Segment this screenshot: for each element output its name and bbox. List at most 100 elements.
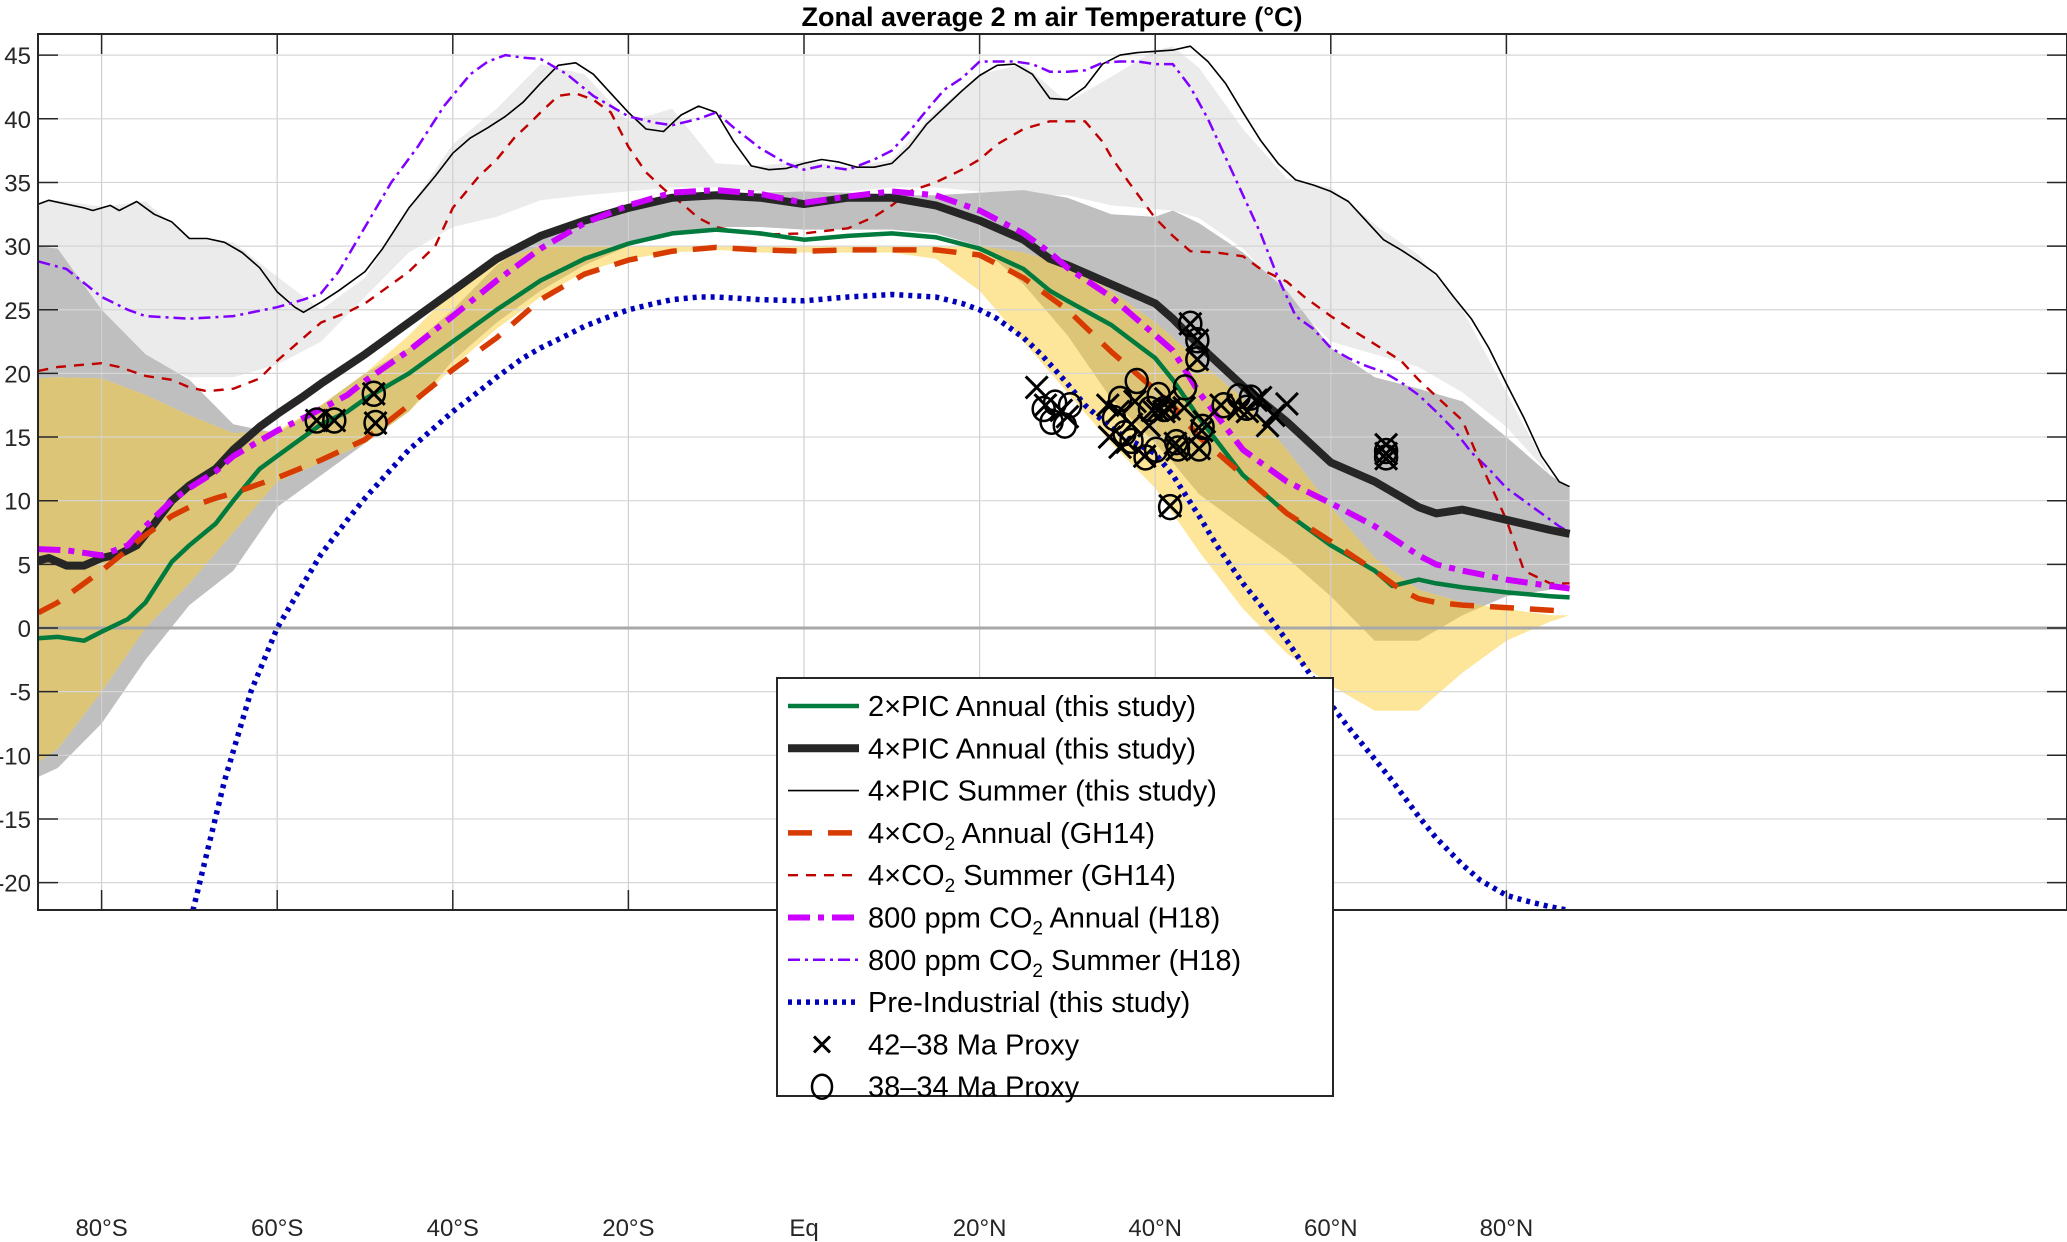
legend-label-part: 2×PIC Annual (this study) [868,691,1196,723]
legend-label: 2×PIC Annual (this study) [868,691,1196,723]
legend-label: 800 ppm CO2 Summer (H18) [868,945,1241,982]
legend-label-part: 4×CO [868,860,945,892]
proxy-marker-x [1178,311,1203,336]
legend-item: 800 ppm CO2 Summer (H18) [788,945,1241,982]
legend-label-part: 4×CO [868,818,945,850]
y-tick-label: -5 [10,680,31,707]
legend-label-part: 2 [945,876,956,897]
proxy-marker-x [1226,396,1251,422]
legend-label-part: 2 [1032,919,1043,940]
legend-item: 42–38 Ma Proxy [812,1029,1080,1061]
x-tick-label: 40°N [1128,1215,1182,1242]
legend-label-part: 38–34 Ma Proxy [868,1072,1080,1104]
legend-item: 2×PIC Annual (this study) [788,691,1196,723]
band-summer-range [38,46,1570,488]
legend-label-part: 42–38 Ma Proxy [868,1029,1080,1061]
legend: 2×PIC Annual (this study) 4×PIC Annual (t… [776,677,1334,1104]
legend-box [776,677,1334,1097]
legend-marker-o [810,1073,834,1100]
legend-item: Pre-Industrial (this study) [788,987,1190,1019]
legend-label-part: 4×PIC Summer (this study) [868,776,1217,808]
series-line-800-ppm-co2-annual-h18 [38,187,1570,592]
legend-item: 4×CO2 Summer (GH14) [788,860,1176,897]
legend-label: 4×PIC Annual (this study) [868,733,1196,765]
y-tick-label: 10 [4,489,31,516]
proxy-marker-x [1024,375,1049,400]
legend-label-part: Annual (H18) [1043,903,1220,935]
proxy-marker-x [1163,431,1188,456]
proxy-marker-x [1158,493,1183,518]
legend-label-part: 2 [1032,961,1043,982]
y-tick-label: -10 [0,743,31,770]
proxy-markers [304,310,1399,521]
series-line-4-co2-annual-gh14 [38,244,1570,616]
proxy-marker-x [1274,391,1299,417]
legend-label: 42–38 Ma Proxy [868,1029,1080,1061]
proxy-marker-o [1178,310,1203,338]
proxy-marker-x [363,410,388,436]
legend-item: 4×PIC Annual (this study) [788,733,1196,765]
proxy-marker-o [1185,327,1210,354]
y-tick-label: 20 [4,361,31,388]
x-axis-ticks: 80°S 60°S 40°S 20°S Eq 20°N 40°N 60°N 80°N [75,34,1533,1242]
x-tick-label: 60°S [251,1215,303,1242]
series-line-2-pic-annual-this-study [38,227,1570,643]
proxy-marker-x [1189,418,1214,443]
x-tick-label: 20°N [953,1215,1007,1242]
y-tick-label: 45 [4,43,31,70]
proxy-marker-o [1124,367,1150,395]
legend-label-part: 800 ppm CO [868,903,1032,935]
proxy-marker-o [363,409,388,437]
proxy-marker-o [1373,437,1399,465]
proxy-marker-x [1122,389,1148,414]
proxy-marker-o [1119,427,1144,455]
legend-label-part: 2 [945,834,956,855]
legend-label: 800 ppm CO2 Annual (H18) [868,903,1220,940]
y-tick-label: -15 [0,807,31,834]
proxy-marker-o [361,380,387,408]
proxy-marker-x [1185,328,1210,353]
x-tick-label: 80°S [75,1215,127,1242]
proxy-marker-o [1190,413,1215,441]
proxy-marker-o [1185,346,1210,373]
y-axis-ticks: 45 40 35 30 25 20 15 10 5 0 -5 -10 -15 -20 [0,43,2067,898]
chart-title: Zonal average 2 m air Temperature (°C) [802,2,1303,32]
proxy-marker-o [1157,493,1183,521]
x-tick-label: 40°S [427,1215,479,1242]
legend-label: 4×CO2 Annual (GH14) [868,818,1155,855]
proxy-marker-x [1055,404,1080,429]
proxy-marker-x [1248,385,1273,410]
proxy-marker-x [1132,444,1157,469]
proxy-marker-x [1374,446,1399,471]
y-tick-label: 30 [4,234,31,261]
legend-item: 4×CO2 Annual (GH14) [788,818,1155,855]
x-tick-label: 60°N [1304,1215,1358,1242]
series-line-pre-industrial-this-study [190,291,1571,910]
legend-label-part: Summer (H18) [1043,945,1241,977]
legend-label-part: 4×PIC Annual (this study) [868,733,1196,765]
series-lines [38,45,1571,910]
legend-marker-x [812,1035,832,1054]
proxy-marker-x [1033,393,1058,418]
y-tick-label: 25 [4,298,31,325]
proxy-marker-o [1186,435,1212,462]
legend-label: 4×CO2 Summer (GH14) [868,860,1176,897]
proxy-marker-x [1185,347,1210,372]
x-tick-label: 20°S [602,1215,654,1242]
legend-item: 800 ppm CO2 Annual (H18) [788,903,1220,940]
proxy-marker-x [304,408,329,433]
legend-item: 38–34 Ma Proxy [810,1072,1080,1104]
proxy-marker-x [1374,441,1399,466]
y-tick-label: 5 [18,552,31,579]
proxy-marker-x [1172,395,1197,420]
proxy-marker-o [1172,374,1198,401]
legend-label: Pre-Industrial (this study) [868,987,1190,1019]
y-tick-label: 35 [4,170,31,197]
legend-label-part: Pre-Industrial (this study) [868,987,1190,1019]
y-tick-label: 15 [4,425,31,452]
legend-label: 4×PIC Summer (this study) [868,776,1217,808]
proxy-marker-x [1165,437,1190,462]
series-line-800-ppm-co2-summer-h18 [38,53,1571,534]
legend-label: 38–34 Ma Proxy [868,1072,1080,1104]
